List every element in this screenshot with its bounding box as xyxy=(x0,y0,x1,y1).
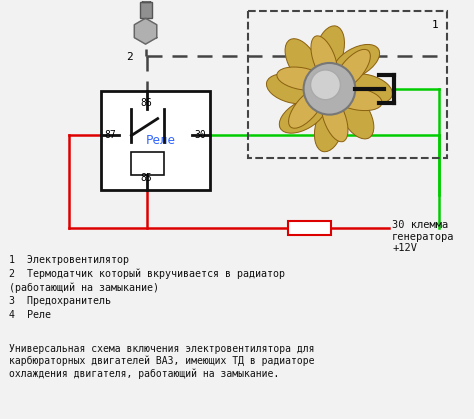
Text: 30: 30 xyxy=(194,130,206,140)
Bar xyxy=(139,3,152,18)
Ellipse shape xyxy=(314,26,345,76)
Bar xyxy=(288,221,331,235)
Text: 87: 87 xyxy=(105,130,117,140)
Text: 1  Электровентилятор: 1 Электровентилятор xyxy=(9,255,129,265)
Ellipse shape xyxy=(338,92,374,139)
Ellipse shape xyxy=(333,44,380,80)
Text: 1: 1 xyxy=(431,20,438,30)
Text: 85: 85 xyxy=(141,173,153,183)
Ellipse shape xyxy=(314,101,345,152)
Ellipse shape xyxy=(321,95,348,142)
Polygon shape xyxy=(134,18,157,44)
Text: (работающий на замыкание): (работающий на замыкание) xyxy=(9,282,159,293)
Ellipse shape xyxy=(310,70,340,100)
Bar xyxy=(248,11,447,158)
Ellipse shape xyxy=(333,88,382,111)
Ellipse shape xyxy=(279,98,326,133)
Ellipse shape xyxy=(311,36,337,83)
Bar xyxy=(101,91,210,190)
Ellipse shape xyxy=(285,39,320,85)
Text: 86: 86 xyxy=(141,98,153,108)
Ellipse shape xyxy=(304,63,356,115)
Text: 30 клемма
генератора
+12V: 30 клемма генератора +12V xyxy=(392,220,455,253)
Ellipse shape xyxy=(342,74,392,104)
Text: Реле: Реле xyxy=(146,134,176,147)
Ellipse shape xyxy=(277,67,326,90)
Ellipse shape xyxy=(266,74,317,104)
Bar xyxy=(142,0,149,3)
Ellipse shape xyxy=(334,49,370,90)
Text: Универсальная схема включения электровентилятора для
карбюраторных двигателей ВА: Универсальная схема включения электровен… xyxy=(9,344,315,378)
Text: 4  Реле: 4 Реле xyxy=(9,310,51,321)
Text: 2: 2 xyxy=(126,52,133,62)
Ellipse shape xyxy=(289,88,325,128)
Text: 3  Предохранитель: 3 Предохранитель xyxy=(9,296,111,306)
Text: 2  Термодатчик который вкручивается в радиатор: 2 Термодатчик который вкручивается в рад… xyxy=(9,269,285,279)
Bar xyxy=(131,153,164,175)
